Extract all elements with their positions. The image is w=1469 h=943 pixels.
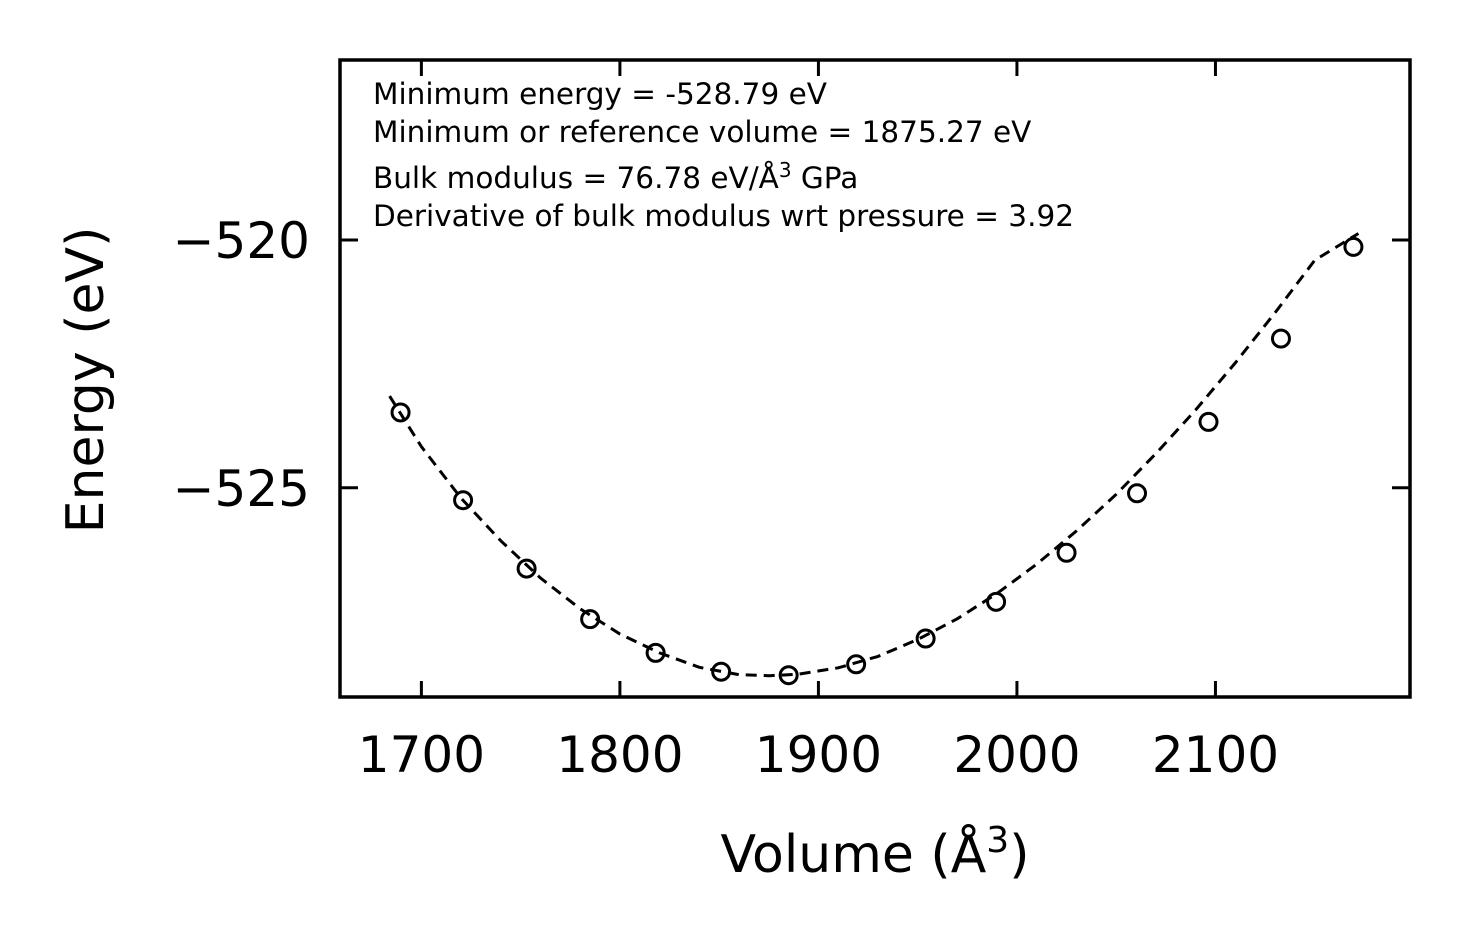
x-axis-title-sup: 3 bbox=[986, 820, 1009, 861]
data-point bbox=[1343, 236, 1364, 257]
x-axis-title-main: Volume (Å bbox=[721, 823, 987, 885]
x-tick-label: 1900 bbox=[755, 726, 882, 784]
x-axis-title: Volume (Å3) bbox=[721, 820, 1030, 885]
ticks-layer: 1700 1800 1900 2000 2100 −520 −525 bbox=[173, 60, 1410, 784]
data-point bbox=[846, 654, 867, 675]
data-point bbox=[1056, 542, 1077, 563]
annotation-bulk-modulus: Bulk modulus = 76.78 eV/Å3 GPa bbox=[373, 158, 858, 195]
annotation-bulk-modulus-main: Bulk modulus = 76.78 eV/Å bbox=[373, 160, 779, 195]
y-tick-label: −520 bbox=[173, 212, 310, 270]
fit-curve bbox=[388, 232, 1360, 678]
data-point bbox=[778, 665, 799, 686]
y-axis-title: Energy (eV) bbox=[56, 227, 116, 534]
data-point bbox=[516, 558, 537, 579]
x-tick-label: 2000 bbox=[953, 726, 1080, 784]
series-layer bbox=[388, 232, 1364, 686]
data-point bbox=[711, 661, 732, 682]
plot-area bbox=[338, 58, 1412, 699]
annotation-min-volume: Minimum or reference volume = 1875.27 eV bbox=[373, 115, 1031, 149]
data-point bbox=[1127, 483, 1148, 504]
data-point bbox=[453, 490, 474, 511]
x-tick-label: 1700 bbox=[358, 726, 485, 784]
annotation-bulk-modulus-tail: GPa bbox=[792, 161, 859, 195]
x-tick-label: 2100 bbox=[1152, 726, 1279, 784]
x-tick-label: 1800 bbox=[556, 726, 683, 784]
data-point bbox=[390, 402, 411, 423]
annotation-bulk-modulus-sup: 3 bbox=[779, 158, 792, 182]
axes-frame bbox=[338, 58, 1412, 699]
data-point bbox=[645, 642, 666, 663]
data-point bbox=[1270, 328, 1291, 349]
data-point bbox=[915, 628, 936, 649]
y-tick-label: −525 bbox=[173, 460, 310, 518]
annotation-bulk-derivative: Derivative of bulk modulus wrt pressure … bbox=[373, 199, 1074, 233]
data-point bbox=[986, 591, 1007, 612]
x-axis-title-close: ) bbox=[1009, 825, 1029, 885]
annotation-min-energy: Minimum energy = -528.79 eV bbox=[373, 77, 827, 111]
data-point bbox=[1198, 411, 1219, 432]
data-point bbox=[580, 609, 601, 630]
